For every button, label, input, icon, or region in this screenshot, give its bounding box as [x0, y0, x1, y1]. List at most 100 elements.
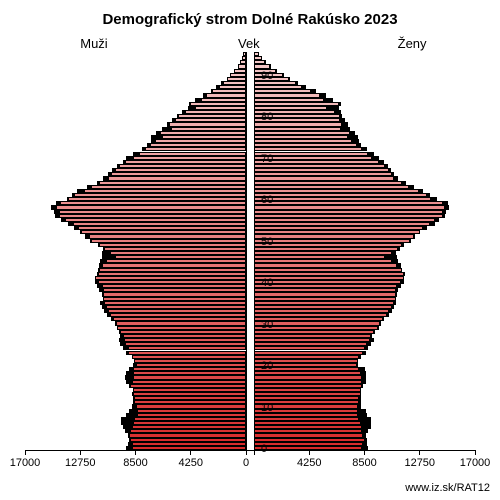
male-bar — [103, 297, 246, 301]
male-bar — [89, 234, 246, 238]
age-heading: Vek — [238, 36, 260, 51]
male-bar — [128, 351, 246, 355]
male-bar — [98, 272, 246, 276]
x-tick-label: 4250 — [291, 457, 327, 469]
male-bar — [104, 301, 246, 305]
female-bar — [254, 218, 435, 222]
female-bar — [254, 181, 402, 185]
male-bar — [117, 326, 246, 330]
male-bar — [91, 185, 246, 189]
male-bar — [115, 168, 246, 172]
male-bar — [137, 409, 246, 413]
male-bar — [128, 346, 246, 350]
male-bar — [178, 114, 246, 118]
male-bar — [115, 255, 246, 259]
male-bar — [130, 429, 246, 433]
female-bar — [254, 259, 392, 263]
female-bar — [254, 210, 443, 214]
female-bar — [254, 396, 359, 400]
female-bar — [254, 334, 371, 338]
female-bar — [254, 292, 396, 296]
female-bar — [254, 251, 392, 255]
x-tick-label: 17000 — [7, 457, 43, 469]
female-bar — [254, 384, 362, 388]
x-tick-label: 8500 — [347, 457, 383, 469]
female-bar — [254, 52, 259, 56]
female-bar — [254, 189, 419, 193]
female-bar — [254, 93, 320, 97]
female-bar — [254, 147, 362, 151]
male-bar — [68, 197, 246, 201]
male-bar — [190, 102, 246, 106]
male-bar — [195, 106, 246, 110]
male-bar — [106, 305, 246, 309]
female-bar — [254, 222, 430, 226]
female-bar — [254, 375, 362, 379]
male-bar — [133, 421, 246, 425]
male-bar — [125, 160, 246, 164]
female-bar — [254, 214, 443, 218]
male-bar — [99, 243, 246, 247]
male-bar — [136, 363, 247, 367]
male-bar — [133, 367, 246, 371]
male-bar — [106, 259, 246, 263]
female-bar — [254, 272, 404, 276]
male-bar — [103, 288, 246, 292]
y-tick-label: 40 — [261, 277, 291, 289]
male-bar — [162, 135, 247, 139]
chart-title: Demografický strom Dolné Rakúsko 2023 — [0, 11, 500, 28]
y-tick-label: 60 — [261, 194, 291, 206]
male-bar — [104, 247, 246, 251]
male-bar — [227, 77, 247, 81]
male-bar — [60, 201, 246, 205]
female-bar — [254, 309, 389, 313]
female-bar — [254, 301, 394, 305]
female-bar — [254, 168, 389, 172]
male-bar — [155, 139, 246, 143]
female-bar — [254, 380, 362, 384]
male-bar — [137, 413, 246, 417]
male-bar — [175, 118, 247, 122]
female-bar — [254, 56, 262, 60]
female-bar — [254, 305, 392, 309]
male-bar — [73, 222, 246, 226]
female-bar — [254, 60, 265, 64]
male-bar — [113, 317, 246, 321]
male-bar — [169, 122, 246, 126]
female-bar — [254, 85, 302, 89]
female-bar — [254, 351, 363, 355]
male-bar — [59, 214, 246, 218]
female-bar — [254, 143, 357, 147]
x-tick-label: 12750 — [402, 457, 438, 469]
male-bar — [59, 210, 246, 214]
female-bar — [254, 135, 348, 139]
male-bar — [103, 292, 246, 296]
male-bar — [139, 152, 246, 156]
male-bar — [134, 400, 246, 404]
female-bar — [254, 185, 409, 189]
female-bar — [254, 425, 362, 429]
male-bar — [201, 98, 247, 102]
x-tick-label: 0 — [228, 457, 264, 469]
male-bar — [95, 276, 246, 280]
male-bar — [171, 127, 246, 131]
y-tick-label: 10 — [261, 402, 291, 414]
male-bar — [120, 330, 246, 334]
male-bar — [133, 371, 246, 375]
male-bar — [234, 69, 246, 73]
male-bar — [78, 226, 246, 230]
male-bar — [98, 280, 246, 284]
male-bar — [132, 442, 246, 446]
female-bar — [254, 255, 385, 259]
male-bar — [116, 321, 246, 325]
female-bar — [254, 438, 365, 442]
male-bar — [108, 309, 246, 313]
male-bar — [185, 110, 246, 114]
female-bar — [254, 172, 392, 176]
male-bar — [108, 176, 246, 180]
male-bar — [74, 193, 246, 197]
female-bar — [254, 64, 270, 68]
female-bar — [254, 338, 370, 342]
male-bar — [129, 433, 246, 437]
male-bar — [111, 172, 246, 176]
